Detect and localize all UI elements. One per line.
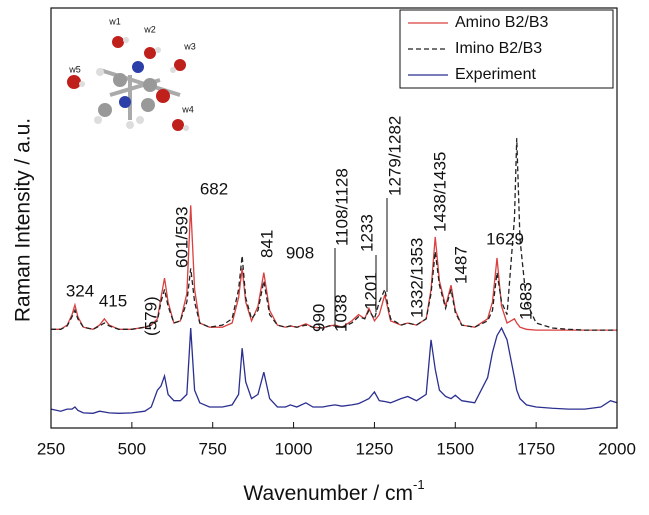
- inset-label: w2: [143, 24, 156, 34]
- peak-label: 601/593: [172, 207, 191, 268]
- x-tick-label: 1500: [436, 439, 474, 458]
- peak-label: 1279/1282: [385, 116, 404, 196]
- x-axis-label: Wavenumber / cm-1: [243, 477, 424, 504]
- x-tick-label: 1250: [356, 439, 394, 458]
- legend-label: Amino B2/B3: [455, 14, 548, 31]
- peak-label: 1332/1353: [407, 238, 426, 318]
- inset-label: w3: [183, 41, 196, 51]
- peak-label: 1233: [357, 214, 376, 252]
- peak-label: 1629: [486, 229, 524, 248]
- x-tick-label: 250: [37, 439, 65, 458]
- x-tick-label: 1750: [517, 439, 555, 458]
- peak-label: (579): [141, 296, 160, 336]
- peak-label: 1487: [451, 246, 470, 284]
- chart: w1 w2 w3 w4 w5 250 500 750 1000 1250 1500 1750 2000 W…: [0, 0, 649, 510]
- x-axis-label-sup: -1: [413, 477, 425, 492]
- peak-label: 1683: [516, 282, 535, 320]
- peak-label: 324: [66, 281, 94, 300]
- peak-label: 908: [286, 243, 314, 262]
- y-axis-label: Raman Intensity / a.u.: [12, 118, 35, 322]
- inset-label: w1: [108, 16, 121, 26]
- x-tick-label: 750: [199, 439, 227, 458]
- peak-label: 1108/1128: [332, 168, 351, 246]
- peak-label: 1201: [361, 272, 380, 310]
- x-tick-label: 2000: [598, 439, 636, 458]
- inset-molecule: [67, 36, 189, 131]
- peak-label: 841: [257, 230, 276, 258]
- series-line: [51, 328, 617, 413]
- inset-label: w5: [68, 64, 81, 74]
- peak-label: 990: [309, 304, 328, 332]
- peak-label: 1038: [331, 294, 350, 332]
- inset-label: w4: [181, 104, 194, 114]
- x-tick-label: 500: [118, 439, 146, 458]
- peak-label: 1438/1435: [430, 152, 449, 232]
- peak-label: 415: [99, 291, 127, 310]
- x-axis-label-main: Wavenumber / cm: [243, 482, 413, 505]
- peak-label: 682: [200, 179, 228, 198]
- legend-label: Experiment: [455, 66, 536, 83]
- x-tick-label: 1000: [275, 439, 313, 458]
- legend-label: Imino B2/B3: [455, 40, 542, 57]
